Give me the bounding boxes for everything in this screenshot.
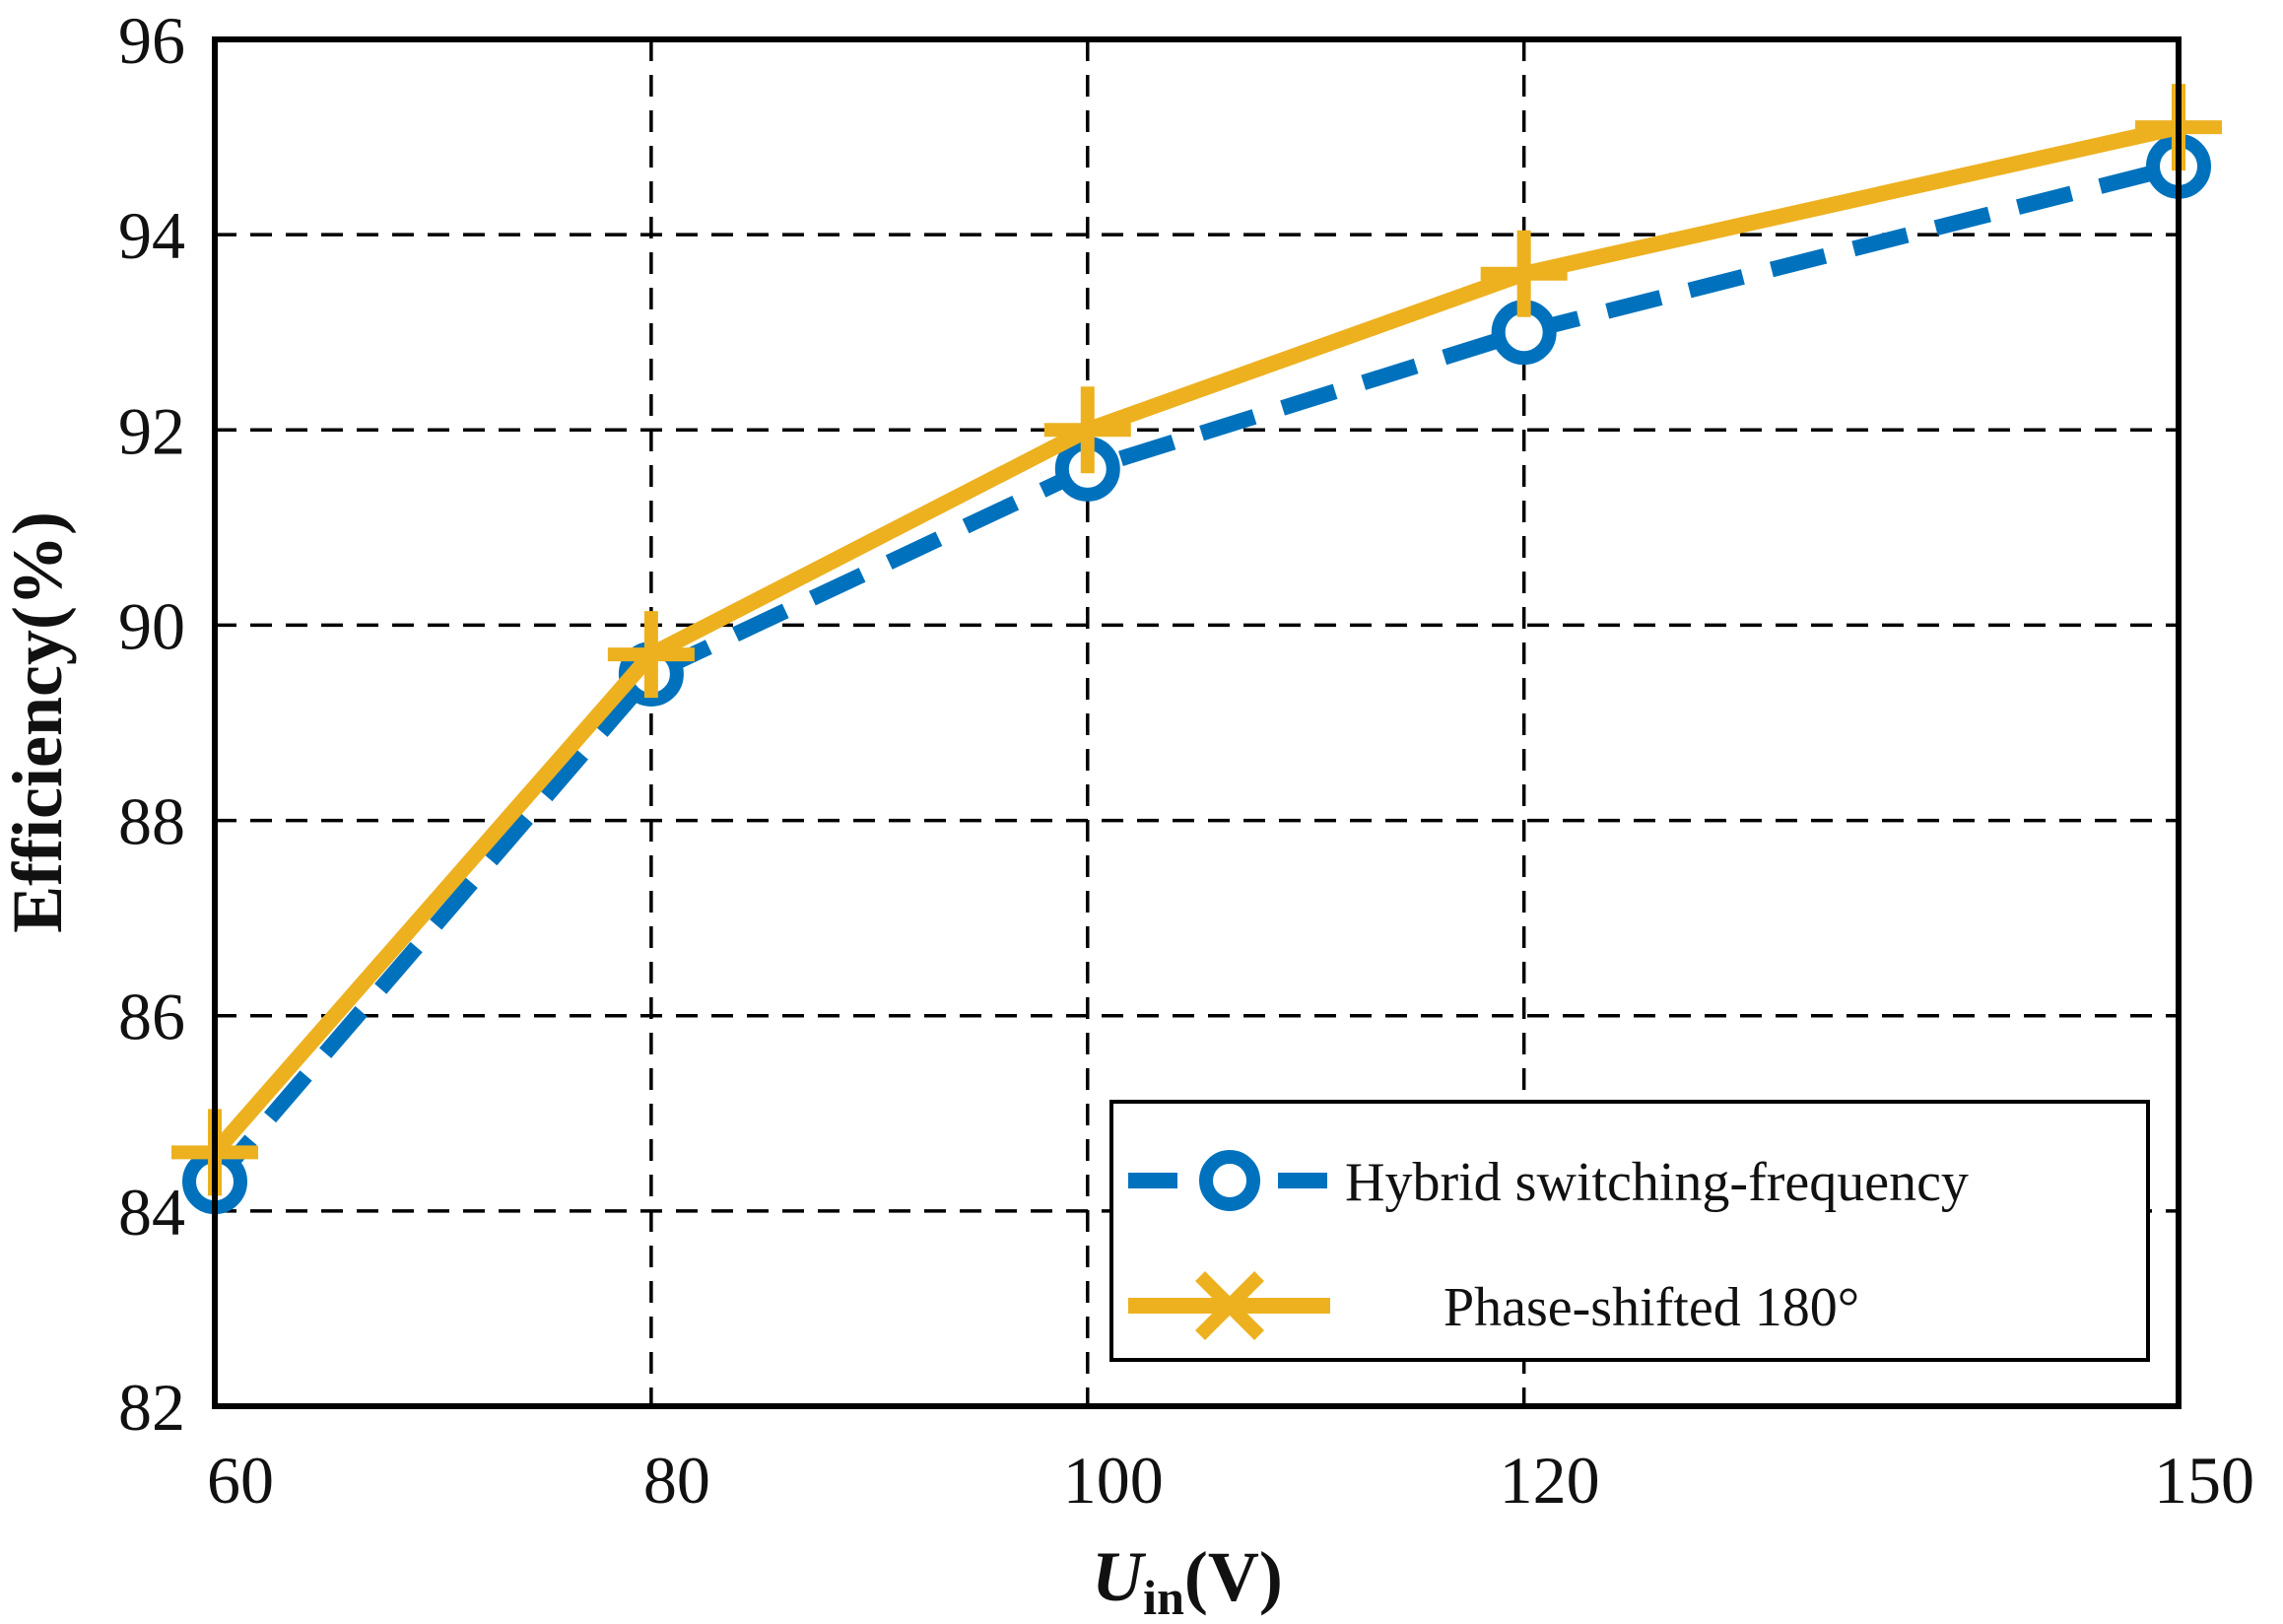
y-tick-label-84: 84 — [118, 1175, 185, 1250]
y-tick-label-88: 88 — [118, 784, 185, 859]
series-line-1 — [208, 119, 2181, 1158]
x-axis-title-sub: in — [1143, 1570, 1184, 1624]
y-tick-label-94: 94 — [118, 198, 185, 273]
y-tick-label-90: 90 — [118, 588, 185, 663]
x-axis-title-main: U — [1092, 1537, 1147, 1616]
y-tick-label-92: 92 — [118, 393, 185, 468]
series-1-point-100 — [1043, 386, 1131, 474]
y-tick-label-96: 96 — [118, 3, 185, 78]
series-0 — [182, 133, 2211, 1215]
x-tick-label-100: 100 — [1063, 1443, 1164, 1518]
legend-marker-hybrid — [1199, 1150, 1260, 1211]
legend-marker-phase — [1195, 1271, 1264, 1340]
series-1 — [171, 84, 2222, 1196]
x-tick-label-120: 120 — [1500, 1443, 1600, 1518]
series-1-point-120 — [1480, 230, 1568, 317]
series-1-point-80 — [607, 611, 695, 699]
x-axis-title: Uin(V) — [1092, 1537, 1283, 1624]
legend-box — [1109, 1100, 2150, 1362]
x-tick-label-80: 80 — [643, 1443, 710, 1518]
y-axis-title: Efficiency(%) — [0, 511, 77, 933]
legend-label-hybrid: Hybrid switching-frequency — [1345, 1152, 1969, 1213]
x-tick-label-150: 150 — [2154, 1443, 2254, 1518]
series-line-0 — [208, 159, 2181, 1187]
y-tick-label-82: 82 — [118, 1370, 185, 1445]
tick-labels: 82 84 86 88 90 92 94 96 60 80 100 120 150 — [118, 3, 2254, 1518]
plot-frame — [212, 36, 2182, 1409]
x-tick-label-60: 60 — [207, 1443, 274, 1518]
x-axis-title-unit: (V) — [1184, 1537, 1283, 1616]
series-layer — [171, 84, 2222, 1215]
legend: Hybrid switching-frequency Phase-shifted… — [1109, 1100, 2150, 1362]
legend-label-phase: Phase-shifted 180° — [1444, 1277, 1859, 1338]
y-tick-label-86: 86 — [118, 980, 185, 1054]
